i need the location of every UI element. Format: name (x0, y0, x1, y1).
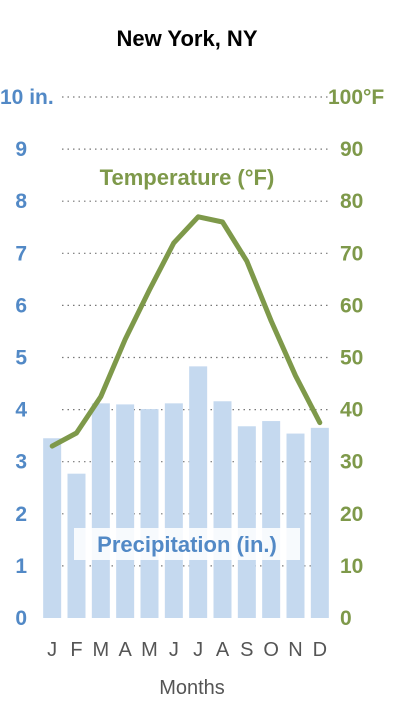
month-tick-label: J (47, 639, 57, 661)
month-tick-label: O (263, 639, 279, 661)
month-tick-label: A (216, 639, 230, 661)
month-tick-label: A (118, 639, 132, 661)
precipitation-bar (140, 409, 159, 618)
left-axis-tick-label: 8 (15, 190, 27, 213)
precipitation-bar (43, 438, 62, 618)
left-axis-tick-label: 0 (15, 607, 27, 630)
right-axis-tick-label: 30 (340, 451, 363, 474)
temperature-annotation-background (76, 162, 298, 192)
month-tick-label: M (92, 639, 109, 661)
right-axis-ticks: 0 10 20 30 40 50 60 70 80 90 100°F (328, 86, 384, 630)
left-axis-tick-label: 10 in. (0, 86, 54, 109)
left-axis-tick-label: 4 (15, 399, 27, 422)
precipitation-bar (91, 403, 110, 618)
left-axis-tick-label: 9 (15, 138, 27, 161)
precipitation-annotation: Precipitation (in.) (97, 532, 277, 557)
left-axis-tick-label: 6 (15, 294, 27, 317)
month-tick-label: J (169, 639, 179, 661)
right-axis-tick-label: 10 (340, 555, 363, 578)
left-axis-tick-label: 2 (15, 503, 27, 526)
right-axis-tick-label: 40 (340, 399, 363, 422)
right-axis-tick-label: 20 (340, 503, 363, 526)
month-tick-label: M (141, 639, 158, 661)
left-axis-ticks: 0 1 2 3 4 5 6 7 8 9 10 in. (0, 86, 54, 630)
right-axis-tick-label: 0 (340, 607, 352, 630)
precipitation-bar (262, 421, 281, 618)
x-axis-label: Months (159, 677, 225, 699)
month-tick-label: N (288, 639, 302, 661)
left-axis-tick-label: 5 (15, 347, 27, 370)
month-tick-label: S (240, 639, 253, 661)
right-axis-tick-label: 100°F (328, 86, 384, 109)
temperature-line (49, 214, 323, 449)
left-axis-tick-label: 1 (15, 555, 27, 578)
right-axis-tick-label: 80 (340, 190, 363, 213)
right-axis-tick-label: 50 (340, 347, 363, 370)
precipitation-bars (43, 366, 329, 618)
chart-title: New York, NY (116, 26, 257, 51)
left-axis-tick-label: 3 (15, 451, 27, 474)
precipitation-bar (213, 401, 232, 618)
precipitation-bar (237, 426, 256, 618)
left-axis-tick-label: 7 (15, 242, 27, 265)
precipitation-bar (310, 427, 329, 618)
precipitation-annotation-background (74, 528, 300, 560)
month-tick-label: D (313, 639, 327, 661)
precipitation-bar (286, 433, 305, 618)
right-axis-tick-label: 60 (340, 294, 363, 317)
precipitation-bar (116, 404, 135, 618)
right-axis-tick-label: 90 (340, 138, 363, 161)
right-axis-tick-label: 70 (340, 242, 363, 265)
temperature-annotation: Temperature (°F) (100, 165, 275, 190)
month-tick-label: F (70, 639, 82, 661)
precipitation-bar (164, 403, 183, 618)
precipitation-bar (189, 366, 208, 618)
month-tick-label: J (193, 639, 203, 661)
series-annotations: Temperature (°F) Precipitation (in.) (74, 162, 300, 560)
